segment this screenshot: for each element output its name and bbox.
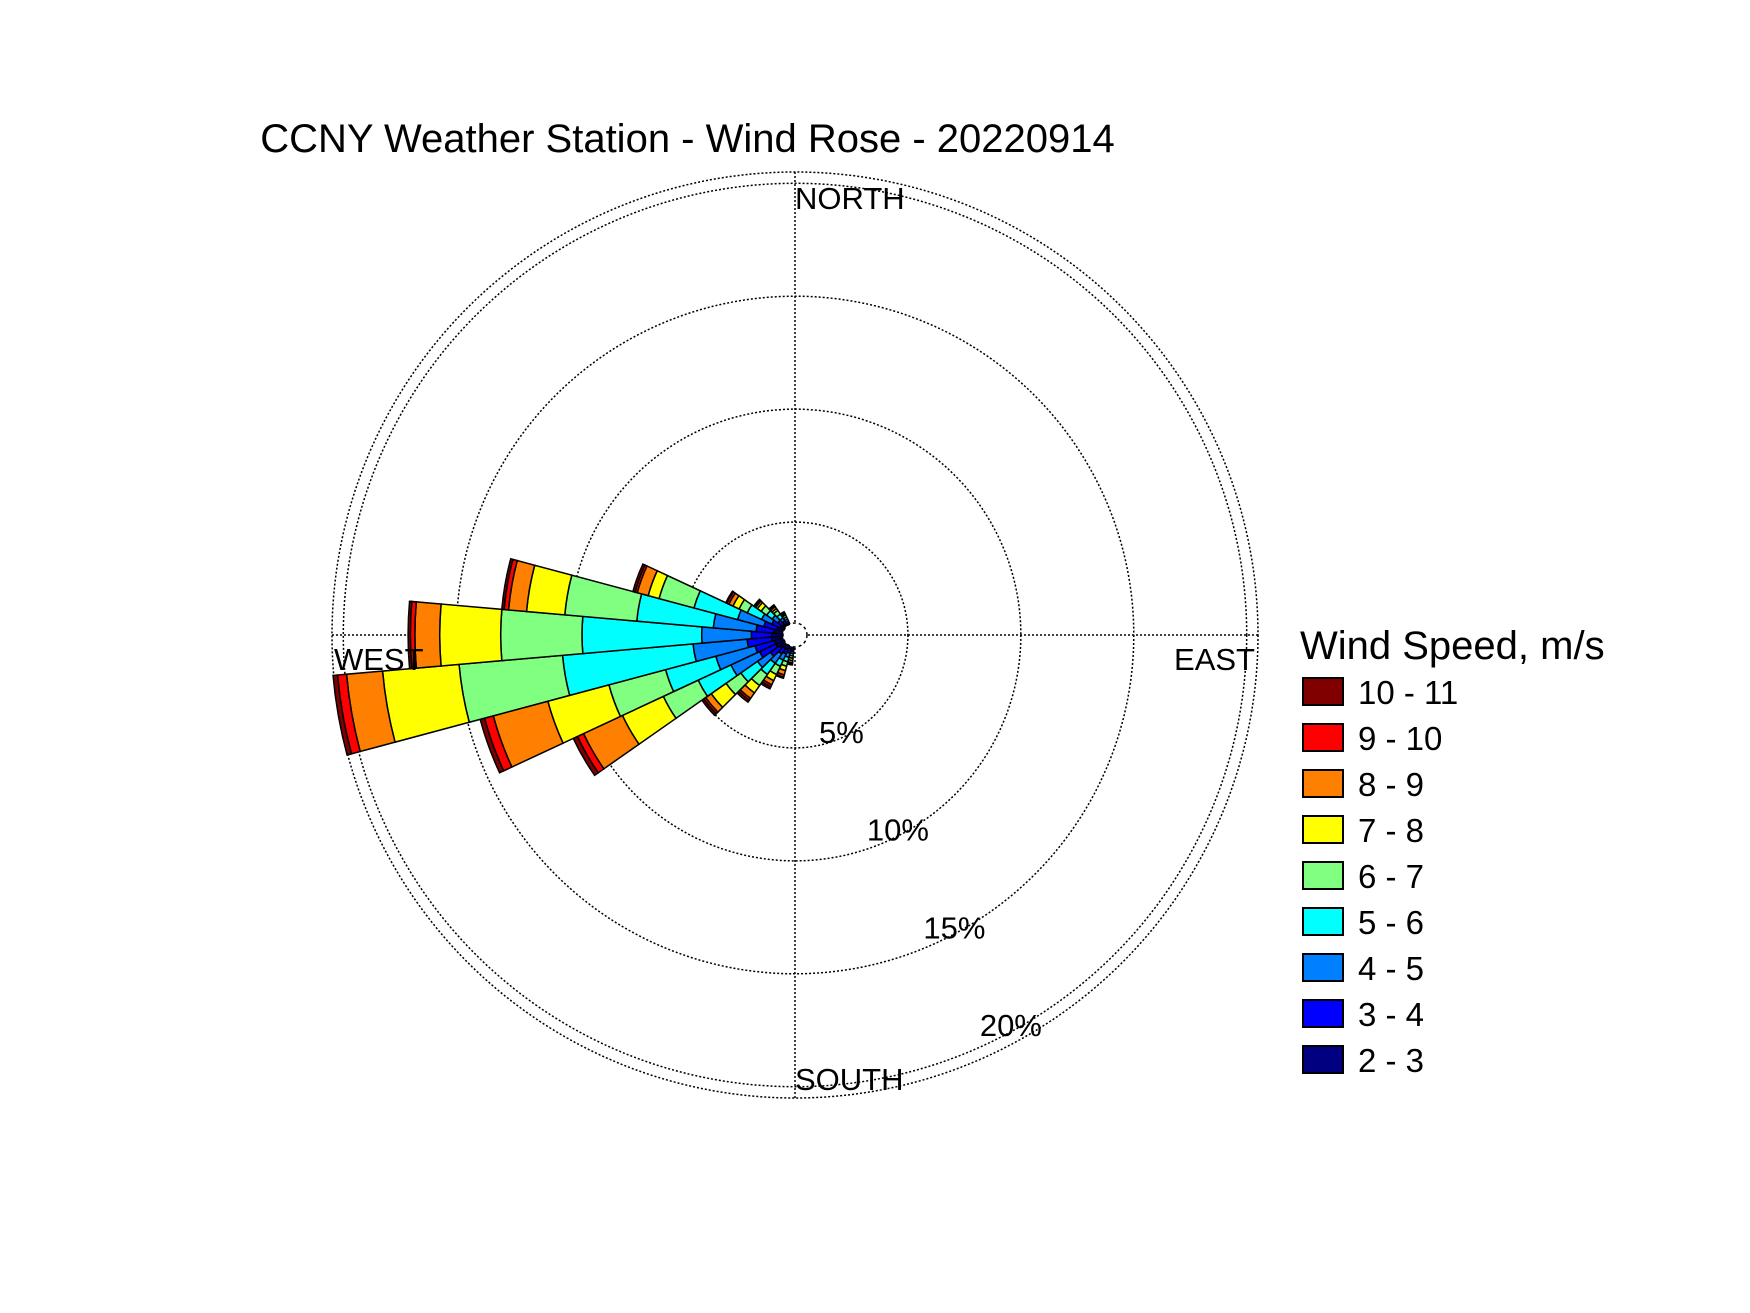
legend: Wind Speed, m/s 10 - 11 9 - 10 8 - 9 7 - 8 6… [1300, 622, 1605, 1084]
wedge-320-10-11 [767, 603, 776, 611]
wind-rose-plot: NORTH SOUTH WEST EAST 5% 10% 15% 20% [331, 171, 1259, 1099]
wedge-300-10-11 [724, 590, 735, 605]
radial-tick-20: 20% [980, 1008, 1042, 1043]
legend-item: 9 - 10 [1300, 716, 1605, 762]
legend-swatch [1302, 769, 1344, 798]
legend-item: 7 - 8 [1300, 808, 1605, 854]
legend-label: 7 - 8 [1358, 812, 1425, 849]
legend-label: 8 - 9 [1358, 766, 1425, 803]
grid-ring-5 [681, 521, 909, 749]
legend-swatch [1302, 677, 1344, 706]
label-south: SOUTH [795, 1062, 904, 1097]
legend-swatch [1302, 815, 1344, 844]
wedge-290-10-11 [631, 563, 646, 594]
legend-swatch [1302, 723, 1344, 752]
legend-item: 3 - 4 [1300, 992, 1605, 1038]
wedge-280-10-11 [500, 557, 514, 611]
legend-label: 10 - 11 [1358, 674, 1459, 711]
radial-tick-10: 10% [867, 813, 929, 848]
legend-label: 2 - 3 [1358, 1042, 1425, 1079]
legend-label: 9 - 10 [1358, 720, 1443, 757]
legend-label: 3 - 4 [1358, 996, 1425, 1033]
legend-swatch [1302, 861, 1344, 890]
legend-item: 2 - 3 [1300, 1038, 1605, 1084]
wedge-310-10-11 [752, 598, 762, 608]
legend-swatch [1302, 1045, 1344, 1074]
center-calm-circle [782, 622, 808, 648]
legend-label: 4 - 5 [1358, 950, 1425, 987]
legend-label: 5 - 6 [1358, 904, 1425, 941]
legend-label: 6 - 7 [1358, 858, 1425, 895]
chart-title: CCNY Weather Station - Wind Rose - 20220… [260, 117, 1115, 161]
legend-swatch [1302, 953, 1344, 982]
label-north: NORTH [795, 181, 905, 216]
legend-item: 8 - 9 [1300, 762, 1605, 808]
label-west: WEST [334, 642, 424, 677]
radial-tick-5: 5% [819, 715, 864, 750]
wedge-260-10-11 [332, 674, 353, 756]
radial-tick-15: 15% [923, 910, 985, 945]
legend-item: 6 - 7 [1300, 854, 1605, 900]
label-east: EAST [1174, 642, 1255, 677]
legend-item: 5 - 6 [1300, 900, 1605, 946]
wedge-280-6-7 [563, 574, 643, 622]
legend-swatch [1302, 907, 1344, 936]
wedge-270-6-7 [499, 608, 584, 662]
grid-ring-20 [342, 182, 1248, 1088]
legend-swatch [1302, 999, 1344, 1028]
wedge-270-7-8 [438, 603, 503, 667]
legend-items: 10 - 11 9 - 10 8 - 9 7 - 8 6 - 7 5 - 6 4 - 5 3 … [1300, 670, 1605, 1084]
legend-title: Wind Speed, m/s [1300, 624, 1605, 668]
legend-item: 10 - 11 [1300, 670, 1605, 716]
legend-item: 4 - 5 [1300, 946, 1605, 992]
wedge-270-10-11 [407, 600, 413, 670]
